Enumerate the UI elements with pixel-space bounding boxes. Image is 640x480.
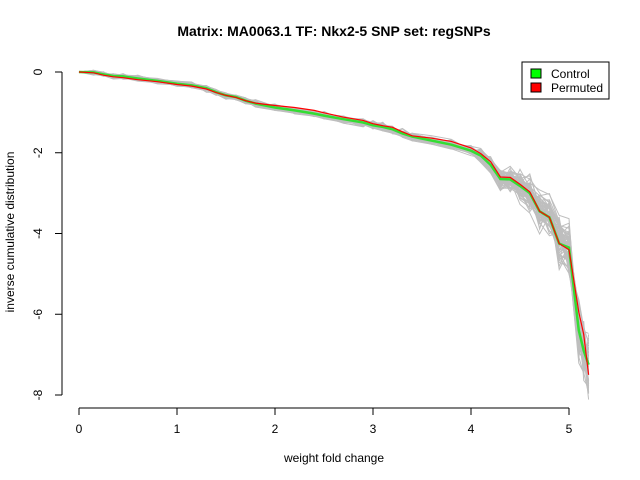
permutation-line [78, 70, 590, 360]
permutation-line [78, 71, 590, 350]
y-axis-label: inverse cumulative distribution [3, 152, 17, 313]
chart-title: Matrix: MA0063.1 TF: Nkx2-5 SNP set: reg… [177, 23, 491, 39]
permutation-line [78, 71, 590, 353]
permutation-line [78, 70, 589, 357]
x-tick-label: 0 [76, 422, 83, 436]
permutation-line [78, 69, 590, 363]
y-tick-label: -8 [31, 389, 45, 400]
legend-label: Permuted [551, 81, 603, 95]
x-tick-label: 4 [468, 422, 475, 436]
y-axis: 0 -2 -4 -6 -8 [31, 68, 63, 400]
x-tick-label: 3 [370, 422, 377, 436]
permutation-line [78, 71, 589, 353]
x-tick-label: 2 [272, 422, 279, 436]
x-tick-label: 5 [566, 422, 573, 436]
permutation-lines [78, 69, 590, 400]
series-line-permuted [78, 71, 590, 375]
legend-label: Control [551, 67, 590, 81]
legend-box [521, 61, 610, 100]
y-tick-label: -2 [31, 147, 45, 158]
legend-swatch [530, 68, 542, 79]
legend-swatch [530, 82, 542, 93]
permutation-line [78, 71, 589, 351]
permutation-line [78, 71, 590, 344]
y-tick-label: -4 [31, 228, 45, 239]
permutation-line [78, 71, 590, 400]
y-tick-label: -6 [31, 309, 45, 320]
permutation-line [78, 70, 590, 356]
x-axis-label: weight fold change [283, 451, 384, 465]
permutation-line [78, 69, 590, 359]
y-tick-label: 0 [31, 68, 45, 75]
x-axis: 0 1 2 3 4 5 [76, 407, 573, 436]
main-series-lines [78, 70, 590, 375]
permutation-line [78, 71, 590, 354]
x-tick-label: 1 [174, 422, 181, 436]
